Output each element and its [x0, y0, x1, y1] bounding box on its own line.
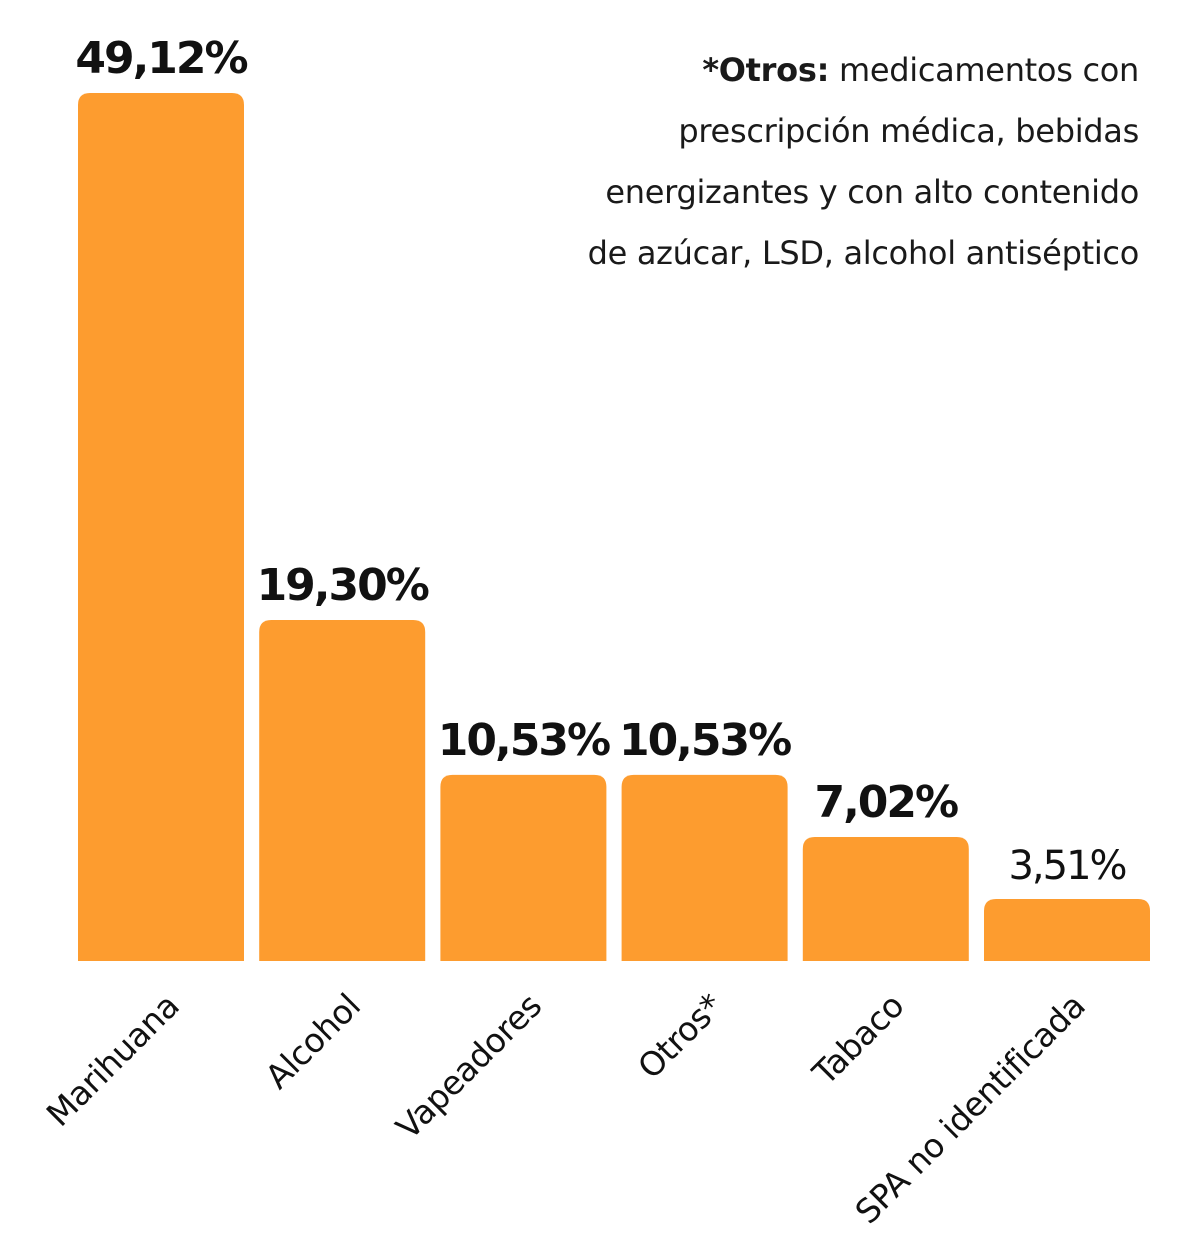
bar-0	[78, 93, 244, 961]
category-label-1: Alcohol	[258, 986, 368, 1096]
value-labels-group: 49,12% 19,30% 10,53% 10,53% 7,02% 3,51%	[75, 33, 1127, 889]
footnote-bold-label: *Otros:	[702, 51, 830, 89]
bar-4	[802, 836, 969, 961]
value-label-3: 10,53%	[619, 715, 791, 766]
category-label-2: Vapeadores	[388, 986, 549, 1147]
value-label-1: 19,30%	[257, 560, 429, 611]
bar-3	[621, 774, 788, 961]
footnote-otros: *Otros: medicamentos con prescripción mé…	[579, 40, 1140, 284]
bar-2	[440, 774, 607, 961]
value-label-0: 49,12%	[75, 33, 247, 84]
value-label-4: 7,02%	[814, 777, 958, 828]
category-label-3: Otros*	[630, 986, 730, 1086]
bar-5	[984, 898, 1150, 961]
category-label-4: Tabaco	[804, 986, 911, 1093]
value-label-2: 10,53%	[438, 715, 610, 766]
bars-group	[78, 93, 1150, 961]
category-labels-group: Marihuana Alcohol Vapeadores Otros* TabacoSP…	[39, 986, 1093, 1231]
footnote-text: medicamentos con prescripción médica, be…	[587, 51, 1140, 272]
bar-1	[259, 619, 426, 961]
category-label-0: Marihuana	[39, 986, 187, 1134]
value-label-5: 3,51%	[1008, 843, 1125, 889]
